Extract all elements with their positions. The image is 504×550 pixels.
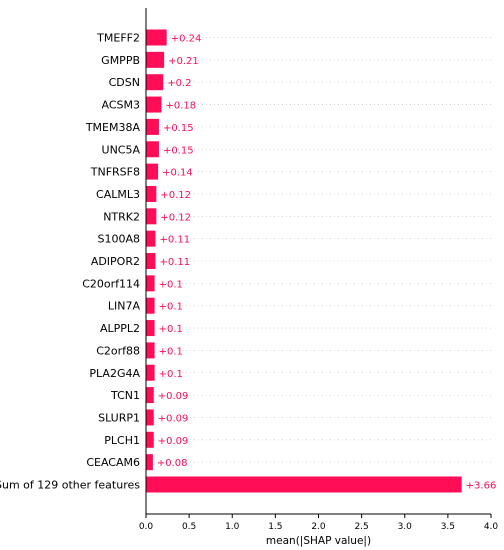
value-label: +0.08 [157, 458, 188, 469]
category-label: SLURP1 [98, 411, 140, 424]
value-label: +0.12 [160, 212, 191, 223]
value-label: +0.09 [158, 391, 189, 402]
x-tick-label: 0.0 [139, 522, 154, 532]
bars [146, 29, 462, 493]
bar [146, 51, 165, 68]
x-tick-label: 4.0 [484, 522, 499, 532]
value-label: +0.12 [160, 190, 191, 201]
category-label: ALPPL2 [100, 322, 140, 335]
bar [146, 364, 155, 381]
x-tick-label: 2.5 [354, 522, 368, 532]
category-label: GMPPB [101, 54, 140, 67]
category-label: C2orf88 [96, 344, 140, 357]
x-tick-label: 0.5 [182, 522, 196, 532]
bar [146, 185, 157, 202]
category-label: TMEFF2 [96, 32, 140, 45]
value-label: +0.21 [168, 56, 199, 67]
bar [146, 163, 159, 180]
x-tick-label: 1.0 [225, 522, 240, 532]
value-label: +0.1 [159, 279, 183, 290]
value-label: +0.14 [162, 168, 193, 179]
value-label: +0.24 [171, 34, 202, 45]
category-label: TMEM38A [85, 121, 141, 134]
bar [146, 208, 157, 225]
value-label: +0.1 [159, 346, 183, 357]
category-labels: TMEFF2 GMPPB CDSN ACSM3 TMEM38A UNC5A TNFRSF8 C… [0, 32, 140, 492]
value-label: +0.09 [158, 436, 189, 447]
bar [146, 476, 462, 493]
bar [146, 431, 154, 448]
value-label: +0.09 [158, 413, 189, 424]
bar [146, 409, 154, 426]
category-label: PLA2G4A [89, 367, 140, 380]
x-axis: 0.0 0.5 1.0 1.5 2.0 2.5 3.0 3.5 4.0 [139, 8, 499, 532]
category-label: PLCH1 [104, 434, 140, 447]
category-label: NTRK2 [103, 210, 140, 223]
category-label: S100A8 [97, 233, 140, 246]
value-label: +0.1 [159, 369, 183, 380]
category-label: CALML3 [96, 188, 140, 201]
x-tick-label: 3.5 [441, 522, 455, 532]
value-label: +0.15 [163, 145, 194, 156]
category-label: ACSM3 [102, 99, 140, 112]
value-label: +0.1 [159, 324, 183, 335]
value-label: +0.1 [159, 302, 183, 313]
category-label: C20orf114 [82, 277, 140, 290]
category-label: UNC5A [102, 143, 141, 156]
x-tick-label: 1.5 [268, 522, 282, 532]
value-label: +0.15 [163, 123, 194, 134]
value-label: +0.11 [159, 235, 190, 246]
category-label: TNFRSF8 [90, 166, 140, 179]
value-label: +0.18 [166, 101, 197, 112]
category-label: LIN7A [108, 300, 141, 313]
bar [146, 253, 156, 269]
bar [146, 118, 159, 135]
category-label: CEACAM6 [86, 456, 140, 469]
value-label: +3.66 [466, 481, 497, 492]
bar [146, 297, 155, 314]
bar [146, 29, 167, 46]
bar [146, 275, 155, 292]
x-tick-label: 2.0 [311, 522, 326, 532]
category-label: ADIPOR2 [91, 255, 140, 268]
bar [146, 454, 153, 471]
x-tick-label: 3.0 [398, 522, 413, 532]
bar [146, 74, 164, 91]
bar [146, 96, 162, 113]
category-label: Sum of 129 other features [0, 479, 140, 492]
row-grid-lines [146, 37, 491, 485]
category-label: CDSN [109, 76, 140, 89]
category-label: TCN1 [110, 389, 140, 402]
x-axis-label: mean(|SHAP value|) [266, 535, 371, 547]
bar [146, 141, 159, 158]
bar [146, 230, 156, 247]
bar [146, 320, 155, 337]
value-label: +0.11 [159, 257, 190, 268]
bar [146, 387, 154, 404]
value-labels: +0.24 +0.21 +0.2 +0.18 +0.15 +0.15 +0.14 +0.12 +… [157, 34, 496, 492]
value-label: +0.2 [167, 78, 191, 89]
bar [146, 342, 155, 359]
